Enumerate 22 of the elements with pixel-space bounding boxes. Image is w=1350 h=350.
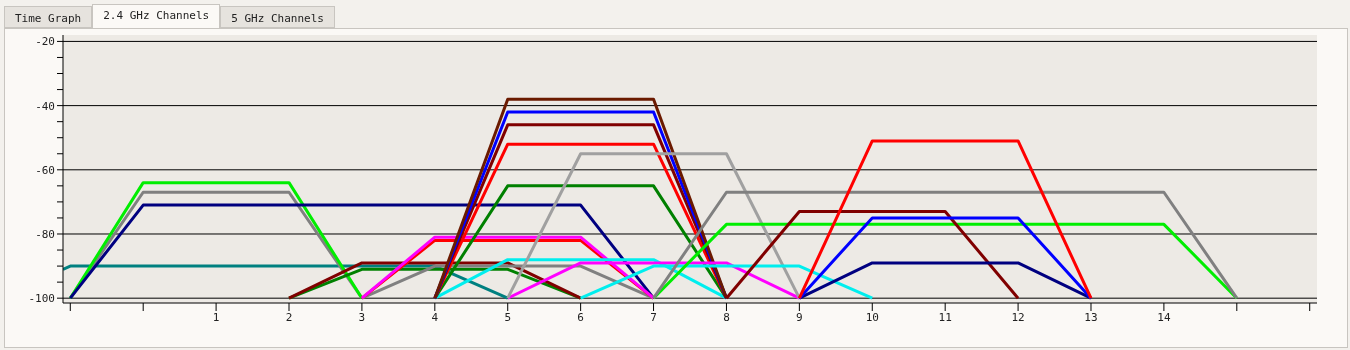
x-tick-label: 12 <box>1011 310 1025 324</box>
y-tick-label: -80 <box>35 227 55 241</box>
x-tick-label: 3 <box>358 310 366 324</box>
x-tick-label: 2 <box>285 310 293 324</box>
x-tick-label: 11 <box>938 310 952 324</box>
x-tick-label: 6 <box>577 310 584 324</box>
x-tick-label: 14 <box>1157 310 1171 324</box>
x-tick-label: 4 <box>431 310 439 324</box>
x-tick-label: 5 <box>504 310 512 324</box>
x-tick-label: 13 <box>1084 310 1098 324</box>
text: Time Graph <box>4 6 93 28</box>
x-tick-label: 8 <box>723 310 730 324</box>
text: 5 GHz Channels <box>220 6 335 28</box>
x-tick-label: 1 <box>212 310 220 324</box>
y-tick-label: -60 <box>35 163 55 177</box>
y-tick-label: -100 <box>28 292 55 306</box>
x-tick-label: 9 <box>796 310 803 324</box>
y-tick-label: -40 <box>35 99 55 113</box>
text: 2.4 GHz Channels <box>92 4 221 28</box>
y-tick-label: -20 <box>35 35 55 49</box>
x-tick-label: 10 <box>865 310 879 324</box>
x-tick-label: 7 <box>650 310 657 324</box>
